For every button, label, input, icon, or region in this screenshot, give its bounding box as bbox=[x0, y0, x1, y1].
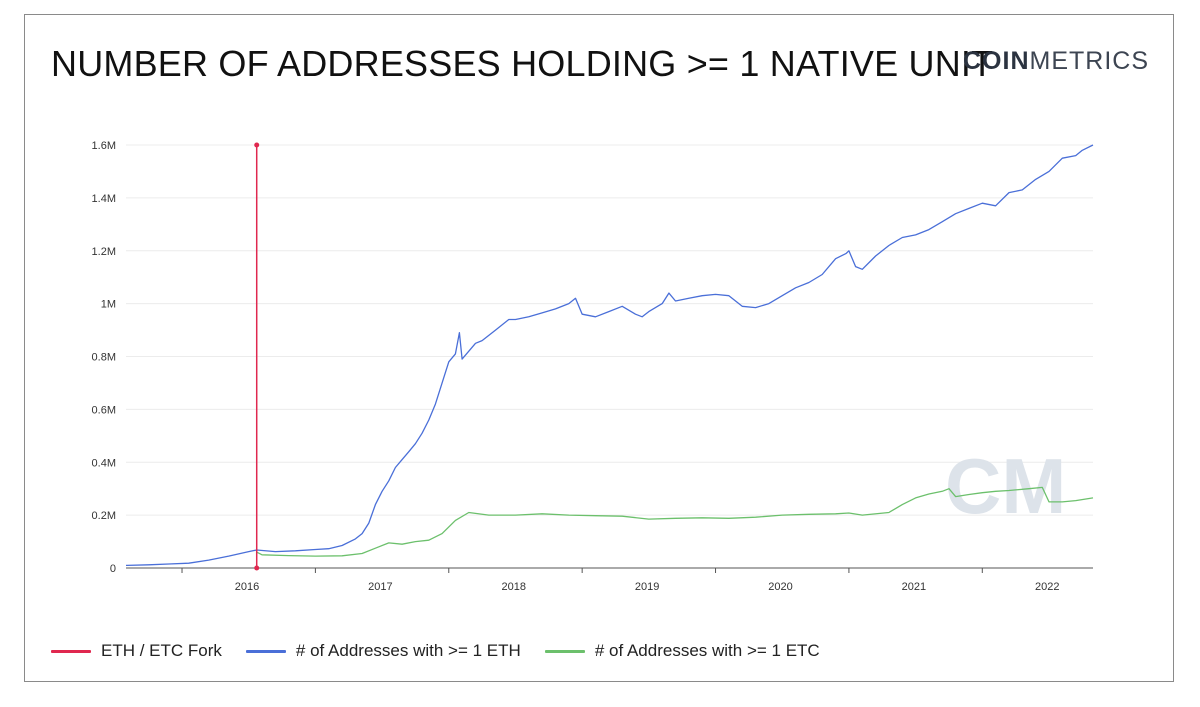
logo-light-text: METRICS bbox=[1029, 47, 1149, 75]
y-tick-label: 0.6M bbox=[92, 404, 116, 416]
x-tick-label: 2020 bbox=[768, 581, 792, 593]
x-tick-label: 2018 bbox=[502, 581, 526, 593]
watermark-logo: CM bbox=[945, 442, 1066, 530]
series-line-etc bbox=[256, 486, 1094, 557]
fork-event-bottom-dot bbox=[254, 565, 260, 571]
y-tick-label: 0 bbox=[110, 563, 116, 575]
legend: ETH / ETC Fork # of Addresses with >= 1 … bbox=[51, 641, 820, 661]
x-tick-label: 2017 bbox=[368, 581, 392, 593]
legend-swatch-etc bbox=[544, 649, 585, 653]
fork-event-top-dot bbox=[254, 142, 260, 148]
x-tick-label: 2021 bbox=[902, 581, 926, 593]
y-tick-label: 1.6M bbox=[92, 140, 116, 152]
series-lines bbox=[125, 144, 1094, 567]
y-tick-label: 1M bbox=[101, 299, 116, 311]
legend-label-etc: # of Addresses with >= 1 ETC bbox=[594, 641, 820, 660]
legend-item-eth[interactable]: # of Addresses with >= 1 ETH bbox=[245, 641, 521, 661]
y-tick-label: 0.2M bbox=[92, 510, 116, 522]
y-tick-label: 1.2M bbox=[92, 246, 116, 258]
y-tick-label: 0.4M bbox=[92, 457, 116, 469]
logo-bold-text: COIN bbox=[963, 47, 1030, 75]
x-tick-label: 2022 bbox=[1035, 581, 1059, 593]
legend-swatch-eth bbox=[245, 649, 286, 653]
legend-swatch-fork bbox=[51, 649, 91, 653]
x-tick-label: 2019 bbox=[635, 581, 659, 593]
x-tick-label: 2016 bbox=[235, 581, 259, 593]
legend-label-fork: ETH / ETC Fork bbox=[101, 641, 222, 660]
chart-title: NUMBER OF ADDRESSES HOLDING >= 1 NATIVE … bbox=[51, 43, 994, 84]
coinmetrics-logo: COINMETRICS bbox=[963, 47, 1149, 76]
legend-label-eth: # of Addresses with >= 1 ETH bbox=[295, 641, 521, 660]
y-tick-label: 0.8M bbox=[92, 352, 116, 364]
x-axis: 2016 2017 2018 2019 2020 2021 2022 bbox=[181, 568, 1060, 593]
legend-item-etc[interactable]: # of Addresses with >= 1 ETC bbox=[544, 641, 820, 661]
fork-event-marker bbox=[254, 142, 260, 571]
chart-frame: NUMBER OF ADDRESSES HOLDING >= 1 NATIVE … bbox=[24, 14, 1174, 682]
legend-item-fork[interactable]: ETH / ETC Fork bbox=[51, 641, 222, 661]
series-line-eth bbox=[125, 144, 1094, 567]
y-axis: 0 0.2M 0.4M 0.6M 0.8M 1M 1.2M 1.4M 1.6M bbox=[92, 140, 116, 575]
grid-lines bbox=[126, 144, 1093, 569]
y-tick-label: 1.4M bbox=[92, 193, 116, 205]
